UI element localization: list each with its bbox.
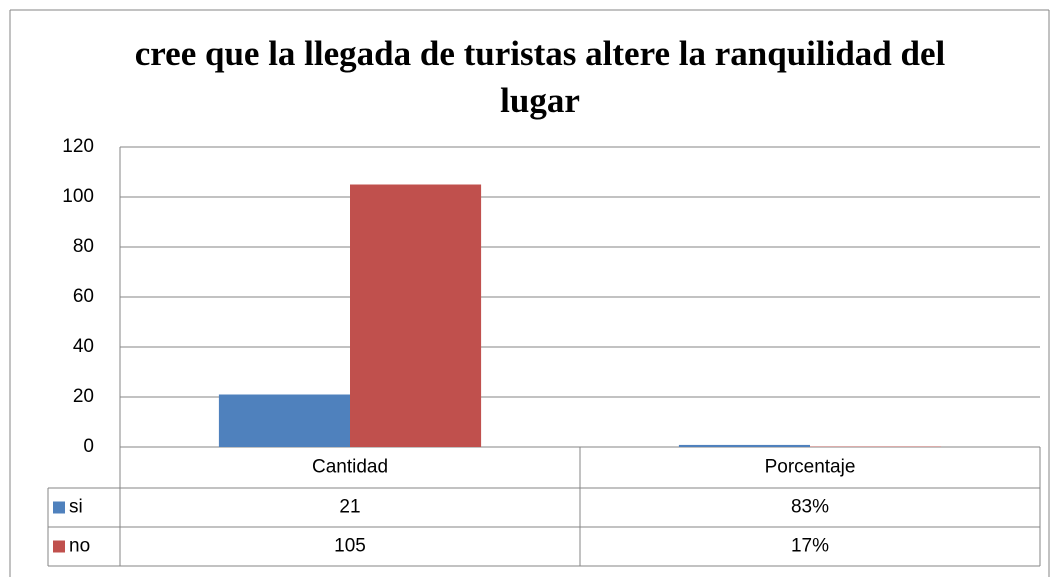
y-tick-label: 100 <box>62 186 94 207</box>
y-tick-label: 60 <box>73 286 94 307</box>
bar <box>678 444 810 447</box>
bar <box>350 184 482 447</box>
legend-label: no <box>69 536 90 557</box>
data-label: 105 <box>334 536 366 557</box>
data-label: 21 <box>339 497 360 518</box>
legend-label: si <box>69 497 83 518</box>
data-label: 83% <box>791 497 829 518</box>
y-tick-label: 120 <box>62 136 94 157</box>
y-tick-label: 20 <box>73 386 94 407</box>
y-tick-label: 0 <box>83 436 94 457</box>
data-label: 17% <box>791 536 829 557</box>
x-tick-label: Cantidad <box>312 457 388 478</box>
y-tick-label: 40 <box>73 336 94 357</box>
bar <box>218 394 350 447</box>
legend-swatch <box>53 540 65 553</box>
y-tick-label: 80 <box>73 236 94 257</box>
x-tick-label: Porcentaje <box>765 457 856 478</box>
chart-title: cree que la llegada de turistas altere l… <box>134 34 946 120</box>
legend-swatch <box>53 501 65 514</box>
